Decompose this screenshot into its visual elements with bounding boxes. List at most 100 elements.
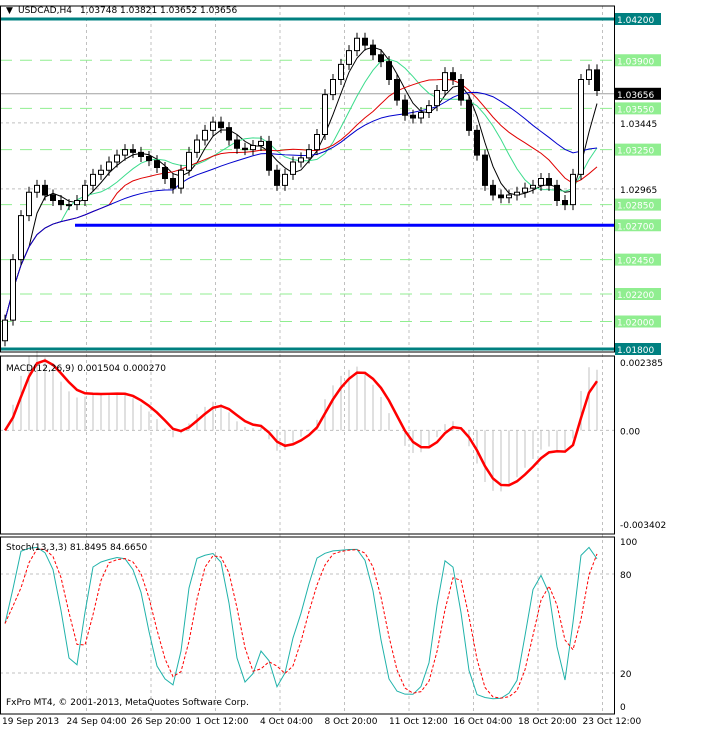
candle-body — [498, 194, 504, 199]
candle-body — [26, 191, 32, 217]
candle-body — [410, 114, 416, 119]
candle-body — [114, 154, 120, 163]
candle-body — [418, 112, 424, 119]
macd-axis-label: 0.002385 — [620, 359, 663, 369]
level-label-bg — [615, 288, 661, 300]
level-label-bg — [615, 343, 661, 355]
level-label: 1.02700 — [617, 222, 654, 232]
candle-body — [18, 215, 24, 261]
candle-body — [90, 173, 96, 186]
panel-frame-1 — [0, 355, 615, 535]
candle-body — [394, 79, 400, 101]
level-label: 1.02000 — [617, 319, 654, 329]
time-axis-label: 18 Oct 20:00 — [518, 717, 577, 727]
level-label: 1.01800 — [617, 346, 654, 356]
stoch-axis-label: 0 — [620, 703, 626, 713]
candle-body — [482, 154, 488, 186]
stoch-title: Stoch(13,3,3) 81.8495 84.6650 — [6, 543, 147, 553]
candle-body — [554, 184, 560, 201]
candle-body — [538, 178, 544, 186]
level-label-bg — [615, 198, 661, 211]
moving-average-4 — [4, 46, 598, 321]
candle-body — [306, 149, 312, 159]
panel-frame-2 — [0, 536, 615, 715]
level-label-bg — [615, 219, 661, 232]
time-axis-label: 1 Oct 12:00 — [196, 717, 249, 727]
candle-body — [202, 129, 208, 141]
moving-average-22 — [4, 91, 598, 321]
candle-body — [570, 173, 576, 206]
level-label-bg — [615, 143, 661, 156]
level-label-bg — [615, 13, 661, 25]
candle-body — [378, 54, 384, 63]
candle-body — [50, 194, 56, 201]
level-label: 1.03550 — [617, 105, 654, 115]
candle-body — [186, 151, 192, 171]
candle-body — [402, 99, 408, 116]
time-axis-label: 16 Oct 04:00 — [454, 717, 513, 727]
panel-frame-0 — [0, 5, 615, 353]
moving-average-14 — [4, 78, 598, 321]
candle-body — [170, 178, 176, 189]
candle-body — [386, 61, 392, 80]
candle-body — [586, 69, 592, 80]
candle-body — [474, 129, 480, 156]
candle-body — [290, 161, 296, 175]
candle-body — [298, 157, 304, 163]
copyright-footer: FxPro MT4, © 2001-2013, MetaQuotes Softw… — [6, 698, 249, 708]
candle-body — [330, 79, 336, 96]
time-axis-label: 26 Sep 20:00 — [131, 717, 191, 727]
candle-body — [122, 149, 128, 156]
price-axis-label: 1.02965 — [620, 186, 657, 196]
candle-body — [226, 127, 232, 141]
time-axis-label: 23 Oct 12:00 — [583, 717, 642, 727]
price-axis-label: 1.03445 — [620, 120, 657, 130]
candle-body — [362, 37, 368, 46]
candle-body — [506, 194, 512, 199]
candle-body — [58, 200, 64, 206]
time-axis-label: 19 Sep 2013 — [2, 717, 59, 727]
symbol-title: USDCAD,H4 — [18, 6, 72, 16]
stoch-axis-label: 20 — [620, 670, 632, 680]
level-label: 1.04200 — [617, 16, 654, 26]
candle-body — [218, 121, 224, 129]
candle-body — [514, 191, 520, 196]
candle-body — [490, 184, 496, 196]
candle-body — [82, 184, 88, 201]
level-label-bg — [615, 253, 661, 266]
stoch-axis-label: 80 — [620, 571, 632, 581]
candle-body — [210, 121, 216, 131]
ohlc-low: 1.03652 — [160, 6, 197, 16]
candle-body — [234, 139, 240, 149]
candle-body — [370, 44, 376, 56]
candle-body — [258, 140, 264, 146]
candle-body — [178, 169, 184, 189]
candle-body — [130, 149, 136, 153]
candle-body — [10, 259, 16, 321]
candle-body — [562, 200, 568, 206]
candle-body — [250, 145, 256, 151]
candle-body — [74, 200, 80, 206]
level-label: 1.03250 — [617, 147, 654, 157]
candle-body — [522, 187, 528, 193]
candle-body — [314, 134, 320, 151]
macd-signal-line — [3, 359, 599, 487]
time-axis-label: 24 Sep 04:00 — [67, 717, 127, 727]
candle-body — [442, 72, 448, 91]
candle-body — [242, 147, 248, 151]
candle-body — [98, 169, 104, 175]
candle-body — [530, 184, 536, 189]
level-label-bg — [615, 54, 661, 67]
macd-axis-label: -0.003402 — [620, 521, 666, 531]
candle-body — [266, 140, 272, 171]
candle-body — [346, 50, 352, 65]
stoch-signal-line — [4, 548, 598, 699]
candle-body — [154, 160, 160, 168]
time-axis-label: 11 Oct 12:00 — [389, 717, 448, 727]
candle-body — [434, 90, 440, 107]
dropdown-triangle-icon[interactable]: ▼ — [6, 6, 13, 16]
candle-body — [106, 161, 112, 171]
ohlc-close: 1.03656 — [200, 6, 237, 16]
